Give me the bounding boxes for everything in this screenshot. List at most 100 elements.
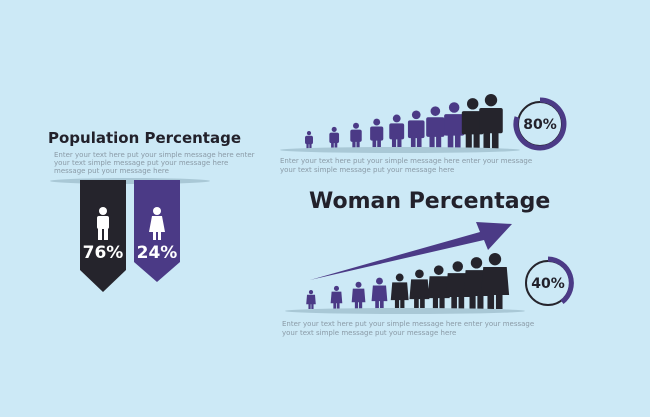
figure-part — [351, 288, 366, 303]
figure-part — [308, 290, 314, 295]
figure-part — [407, 120, 425, 139]
figure-part — [356, 141, 360, 150]
figure-part — [305, 135, 313, 145]
figure-part — [336, 301, 340, 309]
figure-part — [390, 282, 409, 301]
figure-part — [373, 118, 381, 126]
ring-arc — [547, 256, 574, 304]
figure-part — [429, 136, 435, 150]
figure-part — [465, 133, 472, 150]
figure-part — [306, 131, 312, 136]
figure-part — [432, 295, 439, 309]
figure-part — [433, 265, 444, 275]
figure-part — [353, 122, 360, 129]
figure-part — [409, 279, 430, 300]
shadow — [280, 147, 520, 153]
female-percent: 24% — [137, 243, 178, 263]
figure-part — [376, 277, 383, 285]
figure-part — [484, 94, 498, 107]
figure-part — [372, 139, 377, 150]
figure-part — [426, 117, 445, 137]
figure-part — [331, 142, 334, 150]
figure-part — [466, 98, 479, 110]
men-text: your text simple message put your messag… — [280, 166, 454, 174]
figure-part — [447, 134, 454, 150]
figure-part — [445, 273, 470, 298]
figure-part — [436, 136, 442, 150]
figure-part — [306, 294, 316, 305]
male-icon — [97, 207, 109, 240]
figure-part — [331, 126, 337, 132]
figure-part — [389, 123, 405, 140]
figure-part — [377, 139, 381, 150]
figure-part — [469, 292, 476, 309]
figure-part — [454, 134, 461, 150]
figure-part — [397, 138, 402, 150]
arrow — [310, 222, 512, 280]
figure-part — [427, 276, 450, 299]
figure-part — [452, 261, 464, 272]
figure-part — [414, 296, 419, 309]
figure-part — [473, 133, 480, 150]
figure-part — [309, 143, 312, 150]
figure-part — [354, 300, 359, 309]
population-text: your text simple message put your messag… — [54, 159, 228, 167]
figure-part — [415, 269, 424, 279]
figure-part — [480, 267, 510, 295]
figure-part — [483, 132, 491, 150]
figure-part — [352, 141, 356, 150]
figure-part — [495, 291, 503, 309]
figure-part — [311, 302, 314, 309]
figure-part — [391, 138, 397, 150]
woman-text: Enter your text here put your simple mes… — [282, 320, 534, 328]
woman-title: Woman Percentage — [309, 189, 550, 214]
figure-part — [458, 293, 465, 309]
figure-part — [306, 143, 309, 150]
figure-part — [444, 114, 465, 136]
population-title: Population Percentage — [48, 129, 241, 147]
population-text: Enter your text here put your simple mes… — [54, 151, 255, 159]
figure-part — [333, 285, 340, 291]
shadow — [285, 308, 525, 314]
figure-part — [461, 111, 484, 135]
population-text: message put your message here — [54, 167, 169, 175]
figure-part — [333, 301, 337, 309]
figure-part — [334, 142, 338, 150]
female-icon — [149, 207, 165, 240]
figure-part — [394, 297, 400, 309]
figure-part — [330, 291, 343, 304]
figure-part — [477, 292, 484, 309]
male-percent: 76% — [83, 243, 124, 263]
figure-part — [370, 126, 384, 141]
figure-part — [329, 132, 340, 144]
figure-part — [451, 293, 457, 309]
figure-part — [355, 281, 362, 288]
figure-part — [395, 273, 404, 282]
figure-part — [430, 106, 441, 116]
figure-part — [487, 291, 495, 309]
figure-part — [375, 298, 379, 309]
figure-part — [470, 257, 483, 269]
women-row — [306, 253, 510, 309]
figure-part — [308, 302, 311, 309]
figure-part — [420, 296, 425, 309]
figure-part — [350, 129, 362, 142]
men-percent: 80% — [523, 117, 557, 133]
figure-part — [400, 297, 405, 309]
figure-part — [491, 132, 499, 150]
ring-arc — [513, 97, 567, 151]
woman-percent: 40% — [531, 276, 565, 292]
men-row — [305, 94, 503, 150]
figure-part — [392, 114, 401, 123]
male-ribbon — [80, 180, 126, 292]
figure-part — [416, 137, 422, 150]
woman-text: your text simple message put your messag… — [282, 329, 456, 337]
figure-part — [411, 110, 421, 120]
figure-part — [410, 137, 416, 150]
figure-part — [379, 298, 384, 309]
figure-part — [448, 102, 460, 113]
figure-part — [371, 285, 388, 302]
figure-part — [488, 253, 502, 266]
figure-part — [439, 295, 445, 309]
